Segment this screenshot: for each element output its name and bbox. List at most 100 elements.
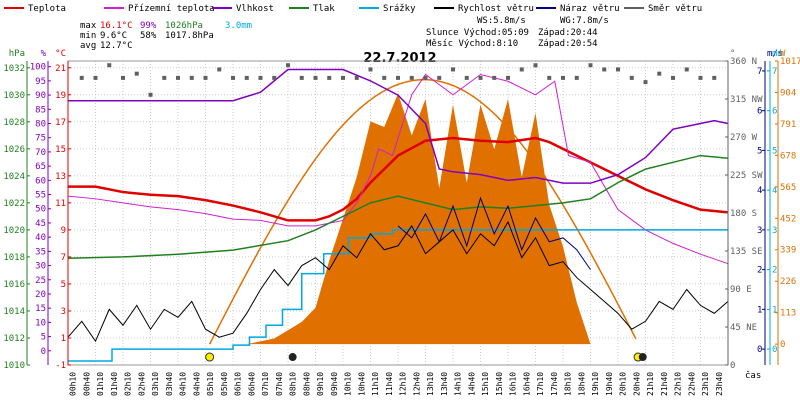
axis-pct-label-11: 55	[35, 191, 46, 201]
wind-dir-point-8	[189, 75, 194, 80]
info-moon-set: Západ:20:54	[538, 39, 598, 49]
x-tick-7: 03h40	[165, 372, 174, 396]
x-tick-30: 15h10	[481, 372, 490, 396]
x-tick-20: 10h10	[344, 372, 353, 396]
axis-dir-unit: °	[730, 49, 735, 59]
x-tick-46: 23h10	[701, 372, 710, 396]
wind-dir-point-10	[217, 67, 222, 72]
axis-w-label-3: 339	[780, 246, 796, 256]
wind-dir-point-29	[478, 75, 483, 80]
series-line-4	[68, 229, 728, 362]
axis-ms-label-1: 1	[757, 305, 762, 315]
legend-label-3: Tlak	[313, 4, 335, 14]
axis-dir-label-1: 45 NE	[730, 323, 757, 333]
axis-pct-label-9: 45	[35, 219, 46, 229]
stat-max-hum: 99%	[140, 21, 157, 31]
axis-temp-label-7: 13	[55, 172, 66, 182]
axis-ms-label-7: 7	[757, 67, 762, 77]
wind-dir-point-36	[574, 75, 579, 80]
wind-dir-point-45	[698, 75, 703, 80]
wind-dir-point-40	[629, 75, 634, 80]
wind-dir-point-22	[382, 75, 387, 80]
x-tick-22: 11h10	[371, 372, 380, 396]
wind-dir-point-39	[616, 67, 620, 72]
axis-ms-label-2: 2	[757, 266, 762, 276]
axis-hpa-label-2: 1014	[3, 307, 25, 317]
axis-pct-label-2: 10	[35, 318, 46, 328]
series-radiation	[208, 78, 637, 345]
stat-max-rain: 3.0mm	[225, 21, 252, 31]
stat-min-label: min	[80, 31, 96, 41]
axis-mm-label-2: 2	[772, 266, 777, 276]
axis-temp-label-5: 9	[61, 226, 66, 236]
wind-dir-point-43	[671, 75, 675, 80]
radiation-area	[246, 93, 591, 345]
axis-pct-label-0: 0	[41, 347, 46, 357]
x-tick-28: 14h10	[454, 372, 463, 396]
x-tick-39: 19h40	[605, 372, 614, 396]
moonrise-icon	[288, 353, 297, 362]
axis-mm-label-1: 1	[772, 305, 777, 315]
wind-dir-point-9	[203, 75, 208, 80]
x-tick-17: 08h40	[302, 372, 311, 396]
x-tick-45: 22h40	[687, 372, 696, 396]
wind-dir-point-6	[162, 75, 167, 80]
x-tick-13: 06h40	[247, 372, 256, 396]
x-tick-11: 05h40	[220, 372, 229, 396]
wind-dir-point-31	[506, 75, 510, 80]
axis-w-label-2: 226	[780, 277, 796, 287]
x-tick-36: 18h10	[564, 372, 573, 396]
axis-dir-label-6: 270 W	[730, 133, 758, 143]
axis-pct-label-15: 75	[35, 134, 46, 144]
wind-dir-point-38	[602, 67, 607, 72]
axis-pct-label-16: 80	[35, 120, 46, 130]
x-tick-10: 05h10	[206, 372, 215, 396]
axis-dir-label-5: 225 SW	[730, 171, 763, 181]
info-wg: WG:7.8m/s	[560, 16, 609, 26]
axis-pct-unit: %	[41, 49, 47, 59]
x-tick-37: 18h40	[577, 372, 586, 396]
axis-w-label-5: 565	[780, 183, 796, 193]
wind-dir-point-17	[313, 75, 318, 80]
axis-pct-label-8: 40	[35, 233, 46, 243]
series-line-5	[67, 220, 729, 343]
wind-dir-point-15	[286, 63, 290, 68]
x-tick-12: 06h10	[234, 372, 243, 396]
x-tick-0: 00h10	[69, 372, 78, 396]
wind-dir-point-30	[492, 75, 497, 80]
axis-dir-label-8: 360 N	[730, 57, 757, 67]
wind-dir-point-12	[244, 75, 249, 80]
axis-hpa-label-11: 1032	[3, 64, 25, 74]
x-tick-32: 16h10	[509, 372, 518, 396]
axis-temp-label-6: 11	[55, 199, 66, 209]
x-tick-25: 12h40	[412, 372, 421, 396]
x-tick-14: 07h10	[261, 372, 270, 396]
series-line-6	[397, 196, 591, 270]
axis-pct-label-12: 60	[35, 176, 46, 186]
axis-mm-label-5: 5	[772, 146, 777, 156]
x-tick-41: 20h40	[632, 372, 641, 396]
axis-w-label-9: 1017	[780, 57, 800, 67]
axis-pct-label-3: 15	[35, 304, 46, 314]
axis-dir-label-2: 90 E	[730, 285, 752, 295]
axis-w-unit: W	[780, 49, 786, 59]
axis-hpa-label-9: 1028	[3, 118, 25, 128]
axis-mm-label-4: 4	[772, 186, 777, 196]
x-tick-24: 12h10	[399, 372, 408, 396]
x-tick-34: 17h10	[536, 372, 545, 396]
stat-min-hum: 58%	[140, 31, 157, 41]
axis-dir-label-7: 315 NW	[730, 95, 763, 105]
axis-w-label-8: 904	[780, 88, 796, 98]
axis-pct-label-20: 100	[30, 63, 46, 73]
axis-temp-label-11: 21	[55, 64, 66, 74]
axis-dir-label-4: 180 S	[730, 209, 757, 219]
legend-label-2: Vlhkost	[236, 4, 274, 14]
wind-dir-point-26	[437, 75, 442, 80]
wind-dir-point-3	[121, 75, 125, 80]
axis-temp-label-4: 7	[61, 253, 66, 263]
axis-pct-label-17: 85	[35, 105, 46, 115]
x-tick-5: 02h40	[137, 372, 146, 396]
x-tick-6: 03h10	[151, 372, 160, 396]
x-tick-1: 00h40	[82, 372, 91, 396]
